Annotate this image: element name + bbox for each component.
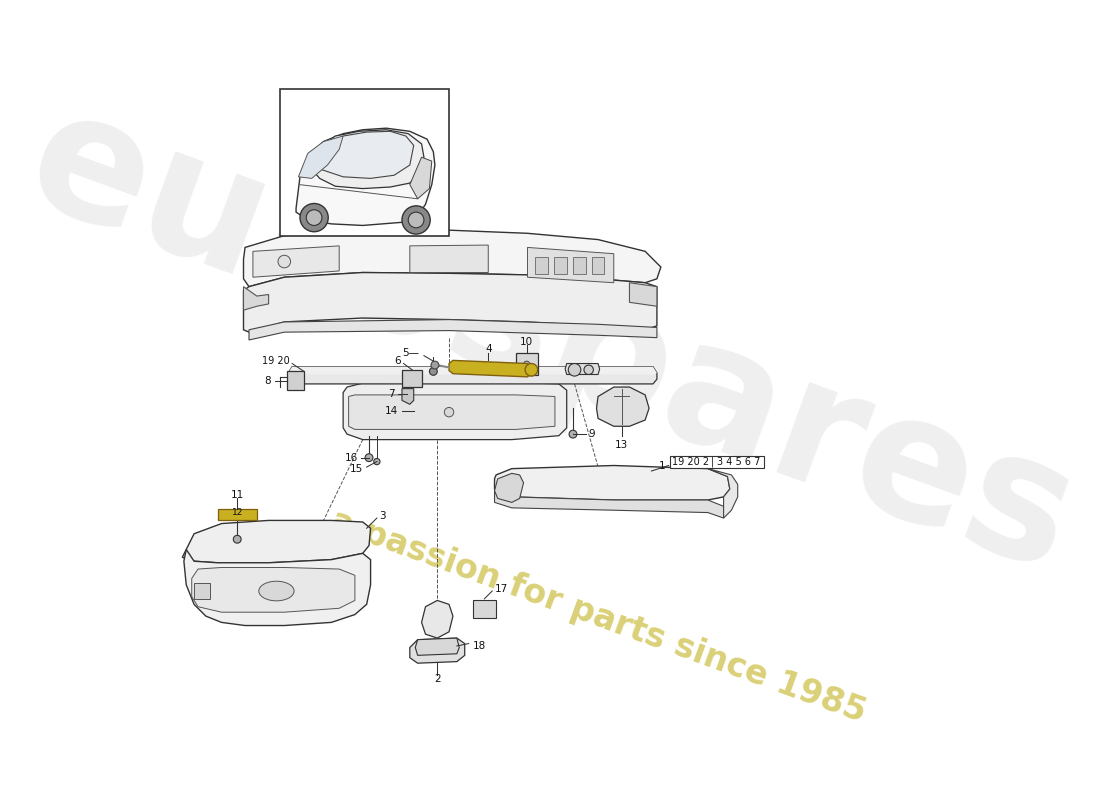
Circle shape xyxy=(306,210,322,226)
Bar xyxy=(554,257,566,274)
Text: 13: 13 xyxy=(615,440,628,450)
Text: a passion for parts since 1985: a passion for parts since 1985 xyxy=(326,503,870,729)
Text: 5—: 5— xyxy=(403,348,419,358)
Bar xyxy=(194,583,210,599)
Polygon shape xyxy=(349,395,554,430)
Polygon shape xyxy=(288,366,657,374)
Circle shape xyxy=(365,454,373,462)
Polygon shape xyxy=(629,282,657,306)
Polygon shape xyxy=(449,360,531,377)
Text: 14: 14 xyxy=(385,406,398,415)
Polygon shape xyxy=(183,521,371,562)
Polygon shape xyxy=(596,387,649,426)
Bar xyxy=(670,456,764,468)
Bar xyxy=(573,257,585,274)
Text: 2: 2 xyxy=(434,674,441,684)
Polygon shape xyxy=(191,567,355,612)
Polygon shape xyxy=(253,246,339,278)
Circle shape xyxy=(374,458,379,465)
Bar xyxy=(280,89,449,236)
Text: 9: 9 xyxy=(588,429,595,439)
Polygon shape xyxy=(565,363,600,374)
Polygon shape xyxy=(495,489,724,518)
Circle shape xyxy=(431,361,439,369)
Text: eurospares: eurospares xyxy=(7,74,1096,609)
Circle shape xyxy=(408,212,424,228)
Text: 10: 10 xyxy=(520,337,534,346)
Polygon shape xyxy=(320,131,414,178)
Text: 19 20 2: 19 20 2 xyxy=(672,457,708,467)
Polygon shape xyxy=(243,273,657,332)
Bar xyxy=(516,354,538,375)
Text: 16: 16 xyxy=(344,453,358,462)
Bar xyxy=(592,257,604,274)
Polygon shape xyxy=(343,382,566,440)
Text: 12: 12 xyxy=(231,508,243,517)
Text: 3: 3 xyxy=(379,510,386,521)
Bar xyxy=(218,509,256,520)
Text: 19 20: 19 20 xyxy=(262,356,289,366)
Polygon shape xyxy=(410,245,488,273)
Polygon shape xyxy=(249,319,657,340)
Text: 15: 15 xyxy=(350,464,363,474)
Polygon shape xyxy=(495,466,730,500)
Circle shape xyxy=(429,367,438,375)
Circle shape xyxy=(525,363,538,376)
Polygon shape xyxy=(184,550,371,626)
Bar xyxy=(402,370,422,387)
Polygon shape xyxy=(311,130,424,189)
Circle shape xyxy=(524,361,530,367)
Polygon shape xyxy=(402,389,414,404)
Polygon shape xyxy=(410,638,464,663)
Ellipse shape xyxy=(258,582,294,601)
Polygon shape xyxy=(410,158,432,198)
Text: 3 4 5 6 7: 3 4 5 6 7 xyxy=(717,457,761,467)
Text: 4: 4 xyxy=(485,345,492,354)
Text: 7: 7 xyxy=(388,389,395,399)
Polygon shape xyxy=(243,286,268,310)
Circle shape xyxy=(300,203,328,232)
Text: 18: 18 xyxy=(473,641,486,651)
Polygon shape xyxy=(416,638,459,655)
Bar xyxy=(287,371,304,390)
Text: 17: 17 xyxy=(495,584,508,594)
Polygon shape xyxy=(421,601,453,638)
Polygon shape xyxy=(235,516,239,521)
Circle shape xyxy=(584,365,593,374)
Circle shape xyxy=(233,535,241,543)
Bar xyxy=(536,257,548,274)
Polygon shape xyxy=(708,469,738,518)
Text: 8: 8 xyxy=(264,376,271,386)
Circle shape xyxy=(278,255,290,268)
Polygon shape xyxy=(296,128,434,226)
Polygon shape xyxy=(528,247,614,282)
Circle shape xyxy=(569,363,581,376)
Polygon shape xyxy=(288,366,657,384)
Text: |: | xyxy=(711,457,714,467)
Polygon shape xyxy=(298,136,343,178)
Circle shape xyxy=(569,430,576,438)
Polygon shape xyxy=(243,230,661,286)
Text: 11: 11 xyxy=(231,490,244,500)
Circle shape xyxy=(444,407,453,417)
Text: 6: 6 xyxy=(394,356,400,366)
Circle shape xyxy=(402,206,430,234)
Bar xyxy=(473,601,496,618)
Text: 1: 1 xyxy=(659,461,666,470)
Polygon shape xyxy=(495,474,524,502)
